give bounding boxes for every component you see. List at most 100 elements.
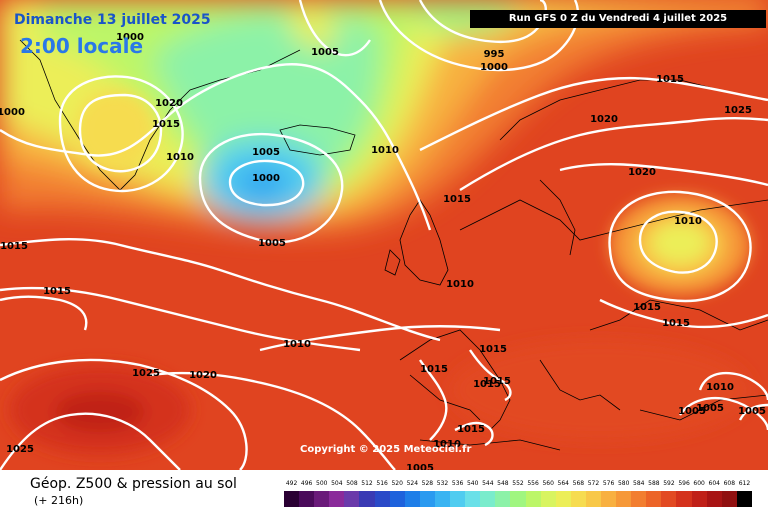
legend-swatch — [585, 491, 601, 507]
legend-swatch — [495, 491, 511, 507]
legend-tick-labels: 492 496 500 504 508 512 516 520 524 528 532 536 540 5… — [284, 480, 752, 490]
legend-tick-label: 540 — [466, 480, 479, 487]
legend-swatch — [434, 491, 451, 507]
legend-swatch — [631, 491, 647, 507]
legend-swatch — [404, 491, 420, 507]
isobar-labels: 1000 1000 1005 995 1000 1020 1015 1010 1005 1000 1… — [0, 32, 766, 470]
isobar-label: 1005 — [311, 47, 339, 58]
legend-swatch — [299, 491, 315, 507]
legend-swatch — [706, 491, 722, 507]
legend-swatch — [314, 491, 330, 507]
isobar-label: 1015 — [473, 379, 501, 390]
legend-tick-label: 604 — [708, 480, 720, 487]
legend-tick-label: 576 — [602, 480, 615, 487]
legend-tick-label: 516 — [376, 480, 388, 487]
isobar-label: 1020 — [189, 370, 217, 381]
legend-tick-label: 556 — [527, 480, 539, 487]
legend-swatch — [646, 491, 662, 507]
isobar-label: 1010 — [433, 439, 461, 450]
legend-swatch — [736, 491, 752, 507]
isobar-label: 1015 — [43, 286, 71, 297]
legend-swatch — [676, 491, 692, 507]
legend-tick-label: 536 — [451, 480, 464, 487]
isobar-label: 1010 — [283, 339, 311, 350]
isobar-label: 1015 — [0, 241, 28, 252]
legend-tick-label: 552 — [512, 480, 524, 487]
isobar-label: 1020 — [155, 98, 183, 109]
isobar-label: 1015 — [656, 74, 684, 85]
legend-swatch — [480, 491, 496, 507]
isobar-label: 1010 — [674, 216, 702, 227]
isobar-label: 1000 — [480, 62, 508, 73]
isobar-label: 1010 — [371, 145, 399, 156]
legend-tick-label: 612 — [738, 480, 751, 487]
legend-tick-label: 572 — [587, 480, 600, 487]
legend-swatch — [510, 491, 526, 507]
isobar-label: 1015 — [633, 302, 661, 313]
isobar-label: 1000 — [0, 107, 25, 118]
legend-tick-label: 580 — [617, 480, 630, 487]
legend-swatch — [344, 491, 360, 507]
legend-tick-label: 548 — [497, 480, 509, 487]
legend-tick-label: 508 — [346, 480, 358, 487]
isobar-label: 1025 — [724, 105, 752, 116]
isobar-label: 1015 — [457, 424, 485, 435]
isobar-label: 1005 — [696, 403, 724, 414]
legend-swatch — [540, 491, 556, 507]
valid-time: 2:00 locale — [20, 34, 144, 58]
legend-tick-label: 528 — [421, 480, 434, 487]
geopotential-field: 1000 1000 1005 995 1000 1020 1015 1010 1005 1000 1… — [0, 0, 768, 470]
legend-swatch — [555, 491, 571, 507]
legend-swatch — [329, 491, 345, 507]
legend-swatch — [359, 491, 375, 507]
legend-swatch — [465, 491, 481, 507]
legend-tick-label: 600 — [693, 480, 705, 487]
isobar-label: 1015 — [483, 376, 511, 387]
legend-tick-label: 512 — [361, 480, 373, 487]
legend-tick-label: 560 — [542, 480, 554, 487]
forecast-hour: (+ 216h) — [34, 494, 84, 507]
legend-tick-label: 592 — [663, 480, 675, 487]
legend-tick-label: 568 — [572, 480, 585, 487]
isobar-label: 1005 — [252, 147, 280, 158]
legend-tick-label: 544 — [482, 480, 494, 487]
legend-swatch — [389, 491, 405, 507]
isobar-label: 1015 — [152, 119, 180, 130]
legend-tick-label: 532 — [436, 480, 449, 487]
isobar-label: 1015 — [420, 364, 448, 375]
footer: Géop. Z500 & pression au sol (+ 216h) 49… — [0, 470, 768, 512]
legend-tick-label: 608 — [723, 480, 736, 487]
isobar-label: 1015 — [443, 194, 471, 205]
isobar-label: 1005 — [258, 238, 286, 249]
isobar-label: 1015 — [662, 318, 690, 329]
run-info: Run GFS 0 Z du Vendredi 4 juillet 2025 — [470, 10, 766, 28]
isobar-label: 1025 — [132, 368, 160, 379]
isobar-label: 1015 — [479, 344, 507, 355]
legend-tick-label: 584 — [633, 480, 645, 487]
legend-tick-label: 524 — [406, 480, 419, 487]
isobar-label: 1000 — [116, 32, 144, 43]
legend-swatch — [525, 491, 541, 507]
isobar-label: 1005 — [738, 406, 766, 417]
legend-swatch — [721, 491, 737, 507]
legend-swatch — [691, 491, 707, 507]
legend-swatch — [419, 491, 435, 507]
valid-date: Dimanche 13 juillet 2025 — [14, 12, 211, 28]
isobar-label: 1010 — [706, 382, 734, 393]
legend-swatch — [661, 491, 677, 507]
isobar-label: 1005 — [678, 406, 706, 417]
legend-tick-label: 596 — [678, 480, 690, 487]
isobar-label: 1020 — [590, 114, 618, 125]
legend-swatch — [600, 491, 617, 507]
legend-swatch — [450, 491, 466, 507]
copyright: Copyright © 2025 Meteociel.fr — [300, 444, 472, 455]
legend-swatch — [374, 491, 390, 507]
legend-tick-label: 520 — [391, 480, 403, 487]
legend-swatch — [570, 491, 586, 507]
isobar-label: 1000 — [252, 173, 280, 184]
weather-map: 1000 1000 1005 995 1000 1020 1015 1010 1005 1000 1… — [0, 0, 768, 470]
isobar-label: 1010 — [446, 279, 474, 290]
legend-tick-label: 496 — [300, 480, 313, 487]
isobar-label: 1020 — [628, 167, 656, 178]
